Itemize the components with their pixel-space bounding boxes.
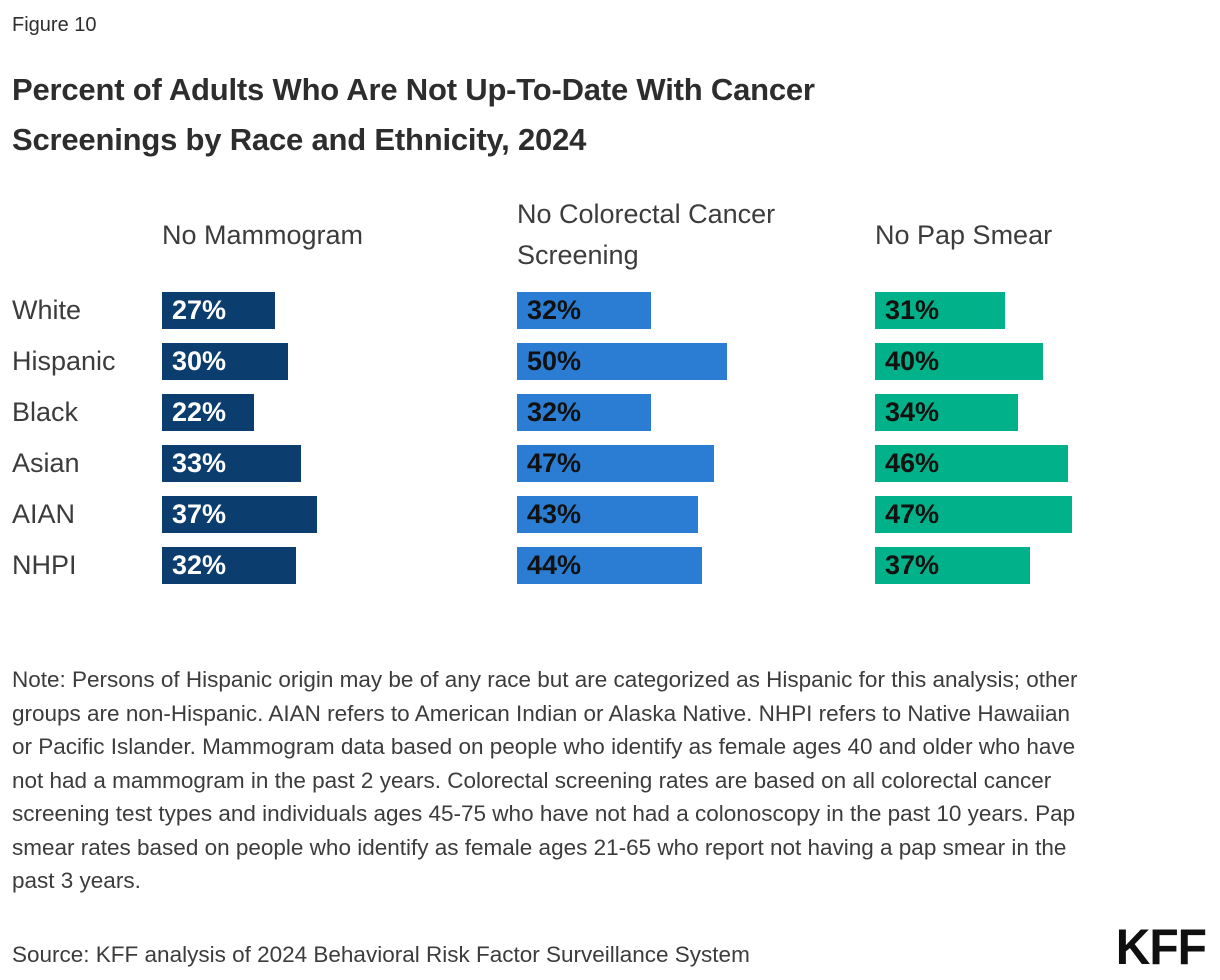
bar-cell: 37% [162, 496, 517, 533]
bar-cell: 44% [517, 547, 875, 584]
bar-cell: 32% [517, 394, 875, 431]
bar: 32% [517, 292, 652, 329]
bar-value-label: 31% [885, 295, 940, 325]
bar-cell: 37% [875, 547, 1208, 584]
row-label: AIAN [12, 499, 76, 529]
bar-value-label: 30% [172, 346, 227, 376]
bar: 43% [517, 496, 698, 533]
bar: 37% [875, 547, 1031, 584]
chart-row-hispanic: Hispanic 30% 50% 40% [12, 336, 1208, 387]
kff-logo: KFF [1115, 919, 1207, 976]
bar-value-label: 44% [527, 550, 582, 580]
bar-value-label: 47% [527, 448, 582, 478]
bar: 32% [162, 547, 297, 584]
column-header-1: No Mammogram [162, 219, 364, 250]
column-header-2: No Colorectal Cancer Screening [517, 199, 776, 270]
bar-value-label: 50% [527, 346, 582, 376]
bar: 47% [517, 445, 715, 482]
bar-value-label: 33% [172, 448, 227, 478]
bar-cell: 27% [162, 292, 517, 329]
bar-cell: 31% [875, 292, 1208, 329]
row-label: Black [12, 397, 79, 427]
bar: 46% [875, 445, 1069, 482]
bar-value-label: 34% [885, 397, 940, 427]
bar: 34% [875, 394, 1018, 431]
row-label: White [12, 295, 82, 325]
bar-cell: 47% [875, 496, 1208, 533]
bar-value-label: 47% [885, 499, 940, 529]
bar-value-label: 43% [527, 499, 582, 529]
bar-cell: 40% [875, 343, 1208, 380]
bar-cell: 34% [875, 394, 1208, 431]
bar-cell: 43% [517, 496, 875, 533]
chart-row-aian: AIAN 37% 43% 47% [12, 489, 1208, 540]
bar: 40% [875, 343, 1043, 380]
row-label: Asian [12, 448, 80, 478]
bar-cell: 46% [875, 445, 1208, 482]
bar-value-label: 32% [172, 550, 227, 580]
column-header-3: No Pap Smear [875, 219, 1053, 250]
row-label: Hispanic [12, 346, 116, 376]
chart-row-asian: Asian 33% 47% 46% [12, 438, 1208, 489]
bar-cell: 50% [517, 343, 875, 380]
chart-row-black: Black 22% 32% 34% [12, 387, 1208, 438]
bar: 22% [162, 394, 255, 431]
chart-row-nhpi: NHPI 32% 44% 37% [12, 540, 1208, 591]
note-text: Note: Persons of Hispanic origin may be … [12, 667, 1078, 893]
bar-value-label: 37% [885, 550, 940, 580]
chart-rows: White 27% 32% 31% Hispanic 30% 50% 40% Black 22% 3… [12, 285, 1208, 591]
bar: 32% [517, 394, 652, 431]
bar-value-label: 27% [172, 295, 227, 325]
bar: 47% [875, 496, 1073, 533]
bar: 27% [162, 292, 276, 329]
bar: 31% [875, 292, 1006, 329]
bar-value-label: 46% [885, 448, 940, 478]
bar-value-label: 32% [527, 397, 582, 427]
figure-label: Figure 10 [12, 14, 97, 36]
bar-chart: No Mammogram No Colorectal Cancer Screeni… [12, 191, 1208, 591]
chart-row-white: White 27% 32% 31% [12, 285, 1208, 336]
chart-title: Percent of Adults Who Are Not Up-To-Date… [12, 72, 815, 157]
bar-cell: 30% [162, 343, 517, 380]
bar-cell: 22% [162, 394, 517, 431]
footer: Source: KFF analysis of 2024 Behavioral … [12, 919, 1207, 976]
bar-cell: 33% [162, 445, 517, 482]
row-label: NHPI [12, 550, 77, 580]
bar: 37% [162, 496, 318, 533]
bar-cell: 47% [517, 445, 875, 482]
bar: 50% [517, 343, 727, 380]
bar-cell: 32% [162, 547, 517, 584]
bar: 30% [162, 343, 288, 380]
bar: 33% [162, 445, 301, 482]
bar-value-label: 37% [172, 499, 227, 529]
chart-header-row: No Mammogram No Colorectal Cancer Screeni… [12, 191, 1208, 279]
source-text: Source: KFF analysis of 2024 Behavioral … [12, 942, 750, 967]
bar-value-label: 40% [885, 346, 940, 376]
bar-value-label: 32% [527, 295, 582, 325]
bar-cell: 32% [517, 292, 875, 329]
bar: 44% [517, 547, 702, 584]
bar-value-label: 22% [172, 397, 227, 427]
